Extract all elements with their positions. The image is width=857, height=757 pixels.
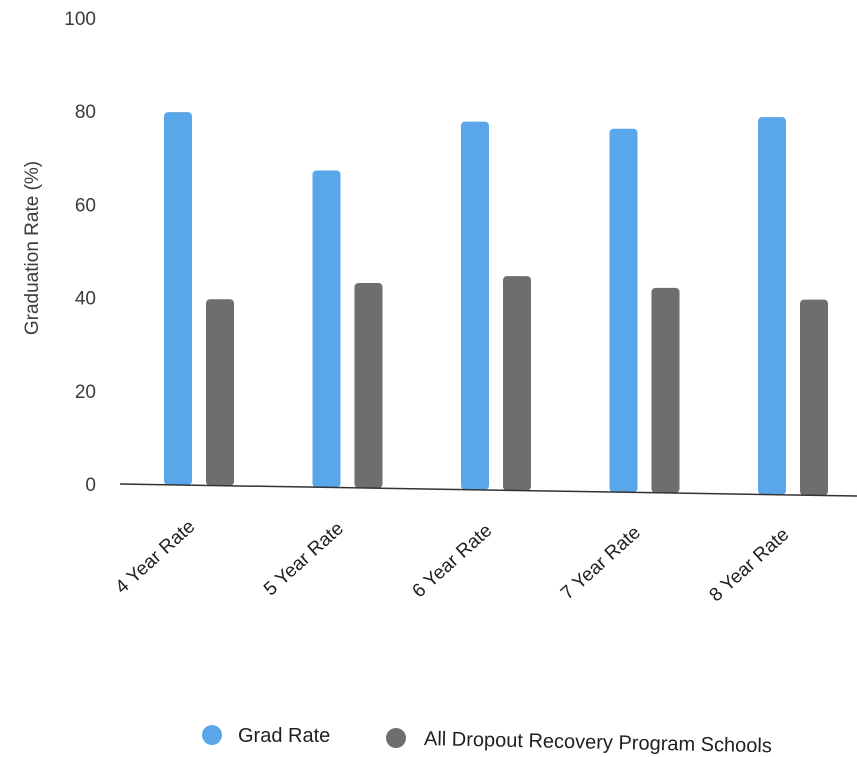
legend: Grad Rate All Dropout Recovery Program Sc… [202,725,772,757]
legend-label: Grad Rate [238,725,330,747]
x-category-label: 8 Year Rate [705,524,793,606]
x-axis-category-labels: 4 Year Rate 5 Year Rate 6 Year Rate 7 Year … [111,516,793,606]
y-tick-label: 20 [75,382,96,403]
bar-dropout-recovery-1 [354,283,383,489]
bars [164,112,828,496]
y-tick-label: 40 [75,289,96,310]
bar-grad-rate-0 [164,112,192,485]
x-category-label: 7 Year Rate [557,522,645,604]
x-axis-baseline [119,483,857,497]
bar-dropout-recovery-4 [800,299,828,496]
bar-dropout-recovery-3 [651,287,680,493]
x-category-label: 4 Year Rate [111,516,199,598]
bar-grad-rate-1 [312,170,341,488]
bar-dropout-recovery-0 [206,299,234,486]
x-category-label: 5 Year Rate [260,518,348,600]
legend-marker [202,725,222,745]
x-category-label: 6 Year Rate [408,520,496,602]
y-axis-label: Graduation Rate (%) [22,161,43,335]
bar-grad-rate-4 [758,117,786,495]
bar-grad-rate-3 [609,128,638,493]
y-axis-ticks: 0 20 40 60 80 100 [64,9,96,496]
legend-marker [386,728,406,748]
bar-grad-rate-2 [461,121,489,490]
bar-dropout-recovery-2 [503,276,531,491]
y-tick-label: 100 [64,9,96,30]
y-tick-label: 0 [85,475,96,496]
y-tick-label: 80 [75,102,96,123]
legend-label: All Dropout Recovery Program Schools [424,728,772,757]
y-tick-label: 60 [75,195,96,216]
